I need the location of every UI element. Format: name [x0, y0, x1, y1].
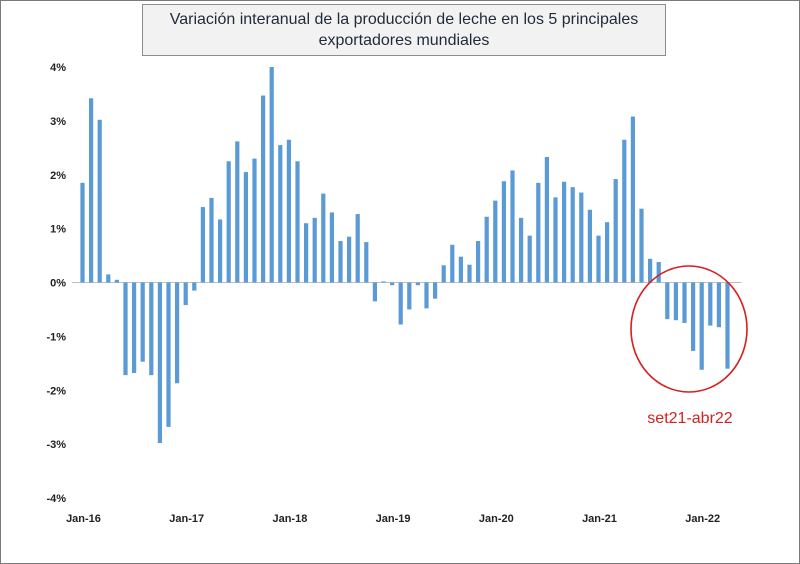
y-tick-label: -4% [46, 493, 66, 505]
bar [441, 265, 446, 283]
y-tick-label: 4% [50, 62, 66, 74]
bar [519, 217, 524, 283]
bar [433, 282, 438, 299]
bar [114, 279, 119, 283]
bar [605, 222, 610, 283]
bar [347, 236, 352, 283]
bar [484, 216, 489, 283]
bar [106, 274, 111, 283]
x-tick-label: Jan-21 [582, 513, 617, 525]
bar [132, 282, 137, 374]
x-tick-label: Jan-18 [272, 513, 307, 525]
bar [716, 282, 721, 328]
bar [536, 182, 541, 283]
bar [527, 235, 532, 283]
bar [630, 116, 635, 283]
x-tick-label: Jan-20 [479, 513, 514, 525]
bar [235, 141, 240, 283]
bar [544, 156, 549, 283]
bar [80, 182, 85, 283]
y-tick-label: 1% [50, 224, 66, 236]
bar [587, 209, 592, 283]
bar [261, 95, 266, 283]
bar [226, 161, 231, 283]
bar [312, 217, 317, 283]
bar [691, 282, 696, 351]
bar [407, 282, 412, 310]
bar [682, 282, 687, 323]
bar [639, 208, 644, 283]
bar [493, 200, 498, 283]
bar [699, 282, 704, 370]
bar [622, 139, 627, 283]
bar [398, 282, 403, 325]
bar [183, 282, 188, 306]
bar [415, 282, 420, 286]
y-tick-label: 0% [50, 278, 66, 290]
bar-series [80, 67, 730, 444]
y-axis: 4% 3% 2% 1% 0% -1% -2% -3% -4% [46, 62, 66, 505]
bar [209, 197, 214, 283]
bar [338, 241, 343, 283]
bar [97, 119, 102, 283]
bar [321, 193, 326, 283]
bar [286, 139, 291, 283]
bar [708, 282, 713, 326]
bar [192, 282, 197, 291]
bar [510, 170, 515, 283]
bar [123, 282, 128, 376]
bar [243, 172, 248, 283]
x-tick-label: Jan-22 [685, 513, 720, 525]
bar [450, 244, 455, 283]
bar [329, 212, 334, 283]
bar [295, 161, 300, 283]
y-tick-label: -1% [46, 331, 66, 343]
bar [381, 281, 386, 283]
bar [200, 207, 205, 283]
bar [725, 282, 730, 369]
x-axis: Jan-16 Jan-17 Jan-18 Jan-19 Jan-20 Jan-21 Jan-… [66, 513, 720, 525]
bar [304, 223, 309, 283]
bar [579, 192, 584, 283]
bar [656, 262, 661, 283]
bar [458, 256, 463, 283]
highlight-circle [630, 265, 748, 393]
bar [570, 187, 575, 283]
bar [372, 282, 377, 302]
bar [166, 282, 171, 427]
bar [476, 241, 481, 283]
bar [501, 181, 506, 283]
x-tick-label: Jan-16 [66, 513, 101, 525]
bar [278, 145, 283, 283]
bar [149, 282, 154, 376]
bar [673, 282, 678, 321]
annotation-label: set21-abr22 [647, 410, 732, 427]
x-tick-label: Jan-17 [169, 513, 204, 525]
bar [252, 158, 257, 283]
chart-title: Variación interanual de la producción de… [142, 4, 666, 56]
bar [140, 282, 145, 362]
bar [648, 258, 653, 283]
x-tick-label: Jan-19 [376, 513, 411, 525]
bar [175, 282, 180, 384]
bar [355, 214, 360, 283]
bar [613, 179, 618, 283]
y-tick-label: -2% [46, 385, 66, 397]
bar [364, 242, 369, 283]
bar [218, 219, 223, 283]
bar [269, 67, 274, 283]
bar [553, 197, 558, 283]
bar [467, 264, 472, 283]
y-tick-label: 3% [50, 116, 66, 128]
bar [424, 282, 429, 309]
bar [390, 282, 395, 286]
y-tick-label: -3% [46, 439, 66, 451]
bar [157, 282, 162, 444]
bar [596, 235, 601, 283]
bar [89, 98, 94, 283]
bar [665, 282, 670, 320]
bar [562, 181, 567, 283]
y-tick-label: 2% [50, 170, 66, 182]
